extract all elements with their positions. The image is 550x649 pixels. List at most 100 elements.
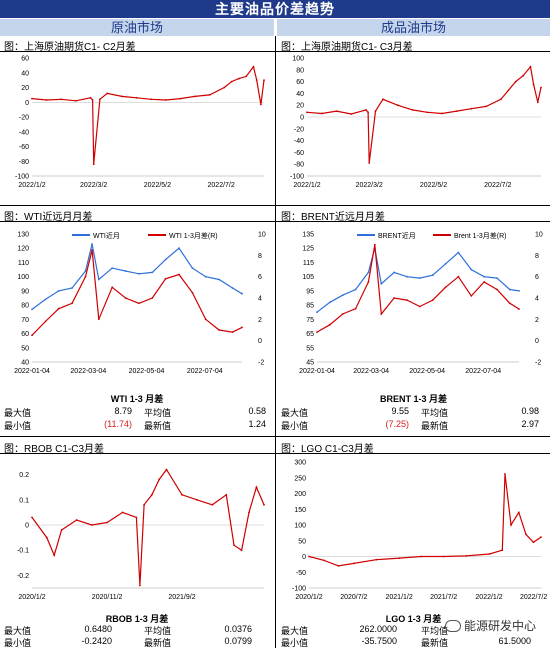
data-point <box>354 307 357 310</box>
data-point <box>241 292 243 295</box>
data-point <box>507 89 510 92</box>
data-point <box>341 294 344 297</box>
data-point <box>532 83 535 86</box>
y-tick-label: 100 <box>294 523 306 530</box>
watermark: 能源研发中心 <box>444 617 536 634</box>
y-tick-label: 70 <box>21 317 29 324</box>
y-tick-label: 300 <box>294 460 306 467</box>
stat-value-max: 9.55 <box>391 406 409 416</box>
data-point <box>179 97 182 100</box>
y-tick-label: 200 <box>294 491 306 498</box>
data-point <box>248 511 250 514</box>
data-point <box>84 275 87 278</box>
wechat-icon <box>444 620 461 632</box>
data-point <box>57 290 60 292</box>
x-tick-label: 2021/9/2 <box>168 594 195 601</box>
x-tick-label: 2022/7/2 <box>520 594 547 601</box>
data-point <box>411 109 414 111</box>
column-header-crude: 原油市场 <box>0 19 274 36</box>
x-tick-label: 2021/7/2 <box>430 594 457 601</box>
data-point <box>398 557 401 559</box>
data-point <box>540 86 542 89</box>
stat-label-max: 最大值 <box>4 408 32 418</box>
data-point <box>322 559 325 562</box>
y-tick-label: 0.1 <box>19 497 29 504</box>
y-tick-label: -20 <box>19 115 29 122</box>
data-point <box>393 271 395 274</box>
data-point <box>245 75 248 78</box>
data-point <box>191 291 194 294</box>
data-point <box>143 503 146 506</box>
data-point <box>97 318 100 321</box>
y-tick-label: 90 <box>21 288 29 295</box>
data-point <box>496 277 498 279</box>
data-point <box>164 258 167 261</box>
data-point <box>181 493 183 496</box>
page-title: 主要油品价差趋势 <box>0 0 550 18</box>
data-point <box>165 468 168 471</box>
stat-value-max: 8.79 <box>114 406 132 416</box>
y-tick-label: 0 <box>302 554 306 561</box>
data-point <box>211 503 214 506</box>
data-point <box>380 282 383 285</box>
series-line <box>308 473 542 567</box>
stats-wti: 最大值 8.79 平均值 0.58 最小值 (11.74) 最新值 1.24 <box>4 406 272 432</box>
y-tick-label: 80 <box>296 67 304 74</box>
data-point <box>320 112 323 115</box>
y-tick-label: 45 <box>306 360 314 367</box>
data-point <box>71 287 73 289</box>
stat-label-avg: 平均值 <box>421 626 449 636</box>
y2-tick-label: -2 <box>258 360 264 367</box>
data-point <box>368 162 371 164</box>
data-point <box>135 96 138 99</box>
stat-label-max: 最大值 <box>281 626 309 636</box>
data-point <box>496 288 498 291</box>
y-tick-label: -100 <box>290 174 304 181</box>
panel-title-sc-c1c3: 图：上海原油期货C1- C3月差 <box>281 42 413 53</box>
x-tick-label: 2022-03-04 <box>70 368 106 375</box>
data-point <box>194 95 196 98</box>
data-point <box>138 272 140 275</box>
x-tick-label: 2022/5/2 <box>144 182 171 189</box>
panel-title-sc-c1c2: 图：上海原油期货C1- C2月差 <box>4 42 136 53</box>
x-tick-label: 2022/3/2 <box>356 182 383 189</box>
data-point <box>75 519 78 521</box>
data-point <box>532 541 535 544</box>
data-point <box>97 278 100 281</box>
x-tick-label: 2021/1/2 <box>386 594 413 601</box>
stat-value-avg: 0.58 <box>248 406 266 416</box>
data-point <box>365 109 367 111</box>
y-tick-label: 95 <box>306 288 314 295</box>
data-point <box>406 299 408 301</box>
data-point <box>335 110 338 112</box>
data-point <box>121 95 123 98</box>
y2-tick-label: 0 <box>535 338 539 345</box>
data-point <box>260 103 262 106</box>
y-tick-label: 65 <box>306 331 314 338</box>
data-point <box>57 307 60 310</box>
data-point <box>501 549 504 552</box>
x-tick-label: 2022/7/2 <box>208 182 235 189</box>
stat-value-last: 1.24 <box>248 419 266 429</box>
data-point <box>367 281 370 283</box>
y2-tick-label: -2 <box>535 360 541 367</box>
y-tick-label: 100 <box>17 274 29 281</box>
data-point <box>514 80 517 83</box>
x-tick-label: 2020/1/2 <box>18 594 45 601</box>
x-tick-label: 2022-07-04 <box>465 368 501 375</box>
x-tick-label: 2022-05-04 <box>129 368 165 375</box>
y-tick-label: 0.2 <box>19 472 29 479</box>
series-line <box>31 468 265 586</box>
data-point <box>431 299 434 301</box>
data-point <box>444 263 447 265</box>
legend-label: WTI近月 <box>93 231 120 240</box>
column-header-products: 成品油市场 <box>277 19 550 36</box>
data-point <box>223 86 226 89</box>
y-tick-label: 130 <box>17 232 29 239</box>
y-tick-label: 40 <box>296 91 304 98</box>
data-point <box>231 287 234 289</box>
data-point <box>60 98 63 101</box>
data-point <box>518 308 520 310</box>
panel-title-brent: 图：BRENT近远月月差 <box>281 212 385 223</box>
